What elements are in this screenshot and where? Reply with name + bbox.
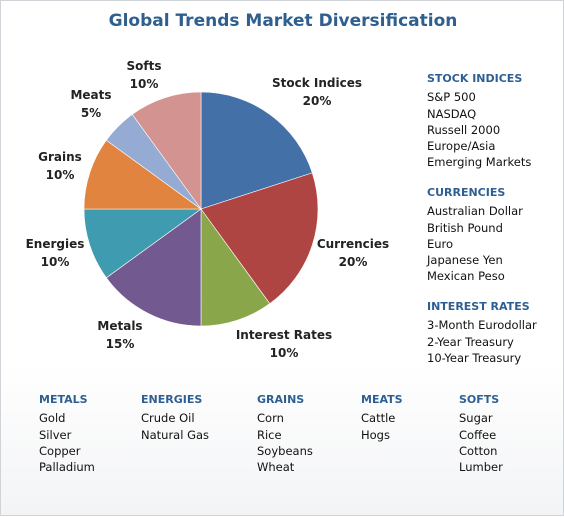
list-item: Russell 2000: [427, 122, 501, 137]
list-meats: MEATS Cattle Hogs: [361, 392, 403, 443]
list-item: Mexican Peso: [427, 269, 505, 284]
list-item: Cattle: [361, 411, 396, 426]
slice-value-label: 15%: [106, 337, 135, 351]
list-item: Coffee: [459, 427, 497, 442]
list-item: Palladium: [39, 460, 95, 475]
slice-label: Softs: [127, 59, 162, 73]
list-grains: GRAINS Corn Rice Soybeans Wheat: [257, 392, 313, 475]
pie-slice-stock-indices: [200, 91, 313, 210]
pie-slice-softs: [131, 91, 202, 210]
slice-value-label: 20%: [339, 255, 368, 269]
list-item: Sugar: [459, 411, 493, 426]
list-item: British Pound: [427, 220, 503, 235]
list-heading: INTEREST RATES: [427, 300, 530, 313]
chart-title: Global Trends Market Diversification: [108, 11, 458, 31]
slice-value-label: 20%: [303, 94, 332, 108]
slice-value-label: 5%: [81, 106, 101, 120]
pie-slice-metals: [105, 208, 202, 327]
list-item: S&P 500: [427, 90, 476, 105]
slice-value-label: 10%: [41, 255, 70, 269]
list-heading: CURRENCIES: [427, 186, 506, 199]
list-item: Copper: [39, 443, 81, 458]
list-heading: METALS: [39, 393, 88, 406]
list-stock-indices: STOCK INDICES S&P 500 NASDAQ Russell 2000 Eu…: [427, 71, 531, 171]
list-item: Japanese Yen: [427, 253, 503, 268]
pie-slice-energies: [83, 208, 202, 279]
list-heading: SOFTS: [459, 393, 500, 406]
slice-label: Grains: [38, 150, 82, 164]
list-item: Hogs: [361, 427, 390, 442]
slice-label: Energies: [26, 237, 85, 251]
slice-label: Metals: [97, 319, 142, 333]
list-item: Euro: [427, 236, 454, 251]
list-item: Cotton: [459, 443, 498, 458]
list-item: Australian Dollar: [427, 204, 523, 219]
slice-label: Interest Rates: [236, 328, 332, 342]
list-item: 2-Year Treasury: [427, 334, 514, 349]
list-item: Emerging Markets: [427, 155, 532, 170]
list-item: Soybeans: [257, 443, 313, 458]
slice-label: Currencies: [317, 237, 389, 251]
pie-slice-interest-rates: [200, 208, 271, 327]
list-item: Corn: [257, 411, 284, 426]
list-heading: MEATS: [361, 393, 403, 406]
list-metals: METALS Gold Silver Copper Palladium: [39, 392, 95, 475]
list-item: Natural Gas: [141, 427, 210, 442]
list-energies: ENERGIES Crude Oil Natural Gas: [141, 392, 209, 443]
list-interest-rates: INTEREST RATES 3-Month Eurodollar 2-Year T…: [427, 299, 537, 366]
list-item: Gold: [39, 411, 66, 426]
list-heading: STOCK INDICES: [427, 72, 523, 85]
list-heading: GRAINS: [257, 393, 305, 406]
list-item: 10-Year Treasury: [427, 350, 522, 365]
list-currencies: CURRENCIES Australian Dollar British Pound…: [427, 185, 523, 285]
slice-label: Meats: [70, 88, 111, 102]
slice-value-label: 10%: [46, 168, 75, 182]
list-heading: ENERGIES: [141, 393, 203, 406]
list-softs: SOFTS Sugar Coffee Cotton Lumber: [459, 392, 503, 475]
slice-value-label: 10%: [270, 346, 299, 360]
pie-slice-grains: [83, 139, 202, 210]
list-item: Europe/Asia: [427, 139, 496, 154]
list-item: Wheat: [257, 460, 295, 475]
list-item: Rice: [257, 427, 282, 442]
slice-label: Stock Indices: [272, 76, 362, 90]
list-item: Crude Oil: [141, 411, 195, 426]
list-item: Lumber: [459, 460, 503, 475]
pie-slice-currencies: [200, 172, 319, 305]
slice-value-label: 10%: [130, 77, 159, 91]
list-item: Silver: [39, 427, 72, 442]
list-item: 3-Month Eurodollar: [427, 318, 537, 333]
list-item: NASDAQ: [427, 106, 477, 121]
